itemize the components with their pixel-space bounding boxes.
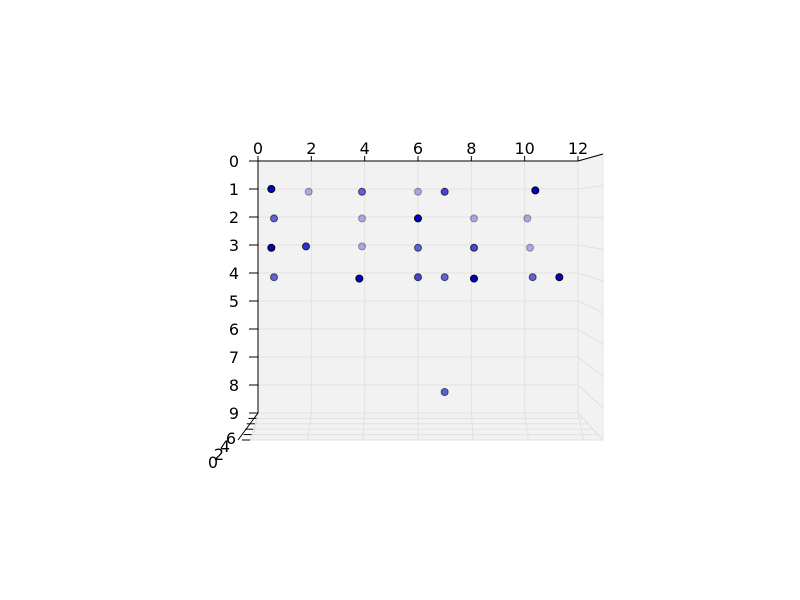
x-tick-label: 8 [466,139,476,158]
x-tick-label: 0 [253,139,263,158]
data-point [358,187,366,196]
y-side-grid-line [577,412,604,441]
data-point [470,214,478,223]
data-point [526,243,534,252]
data-point [414,273,422,282]
x-floor-grid-line [524,412,529,441]
y-side-grid-line [577,300,604,314]
y-side-grid-line [577,384,604,409]
data-point [270,273,278,282]
z-tick-label: 6 [226,429,236,448]
x-tick-label: 4 [360,139,370,158]
data-point [414,243,422,252]
x-floor-grid-line [362,412,366,441]
y-tick-label: 4 [229,264,239,283]
data-point [270,214,278,223]
data-points [267,185,564,396]
data-point [440,187,449,196]
y-side-grid-line [577,244,604,250]
x-floor-grid-line [577,412,584,441]
data-point [302,242,310,251]
x-tick-label: 10 [514,139,534,158]
data-point [440,273,449,282]
y-tick-label: 2 [229,208,239,227]
depth-grid-lines [250,412,603,441]
y-side-grid-line [577,272,604,282]
y-tick-label: 5 [229,292,239,311]
data-point [528,273,537,282]
data-point [470,274,478,283]
y-side-grid-line [577,185,604,190]
y-tick-label: 0 [229,152,239,171]
y-tick-label: 3 [229,236,239,255]
x-tick-label: 2 [306,139,316,158]
y-side-grid-line [577,356,604,377]
y-tick-label: 7 [229,348,239,367]
data-point [267,243,276,252]
data-point [414,214,422,223]
x-floor-grid-line [470,412,474,441]
data-point [470,243,478,252]
data-point [440,388,449,396]
z-tick-label: 4 [220,437,230,456]
data-point [414,187,422,196]
data-point [523,214,532,223]
x-tick-label: 6 [413,139,423,158]
z-axis-line [237,412,259,441]
y-tick-label: 9 [229,404,239,423]
data-point [555,273,564,282]
data-point [358,214,366,223]
axes-panes [249,153,605,442]
x-floor-grid-line [252,412,259,441]
data-point [304,187,313,196]
data-point [267,185,276,193]
data-point [358,242,366,251]
x-axis-line-extension [577,153,604,162]
y-side-grid-line [577,328,604,346]
data-point [355,274,364,283]
bottom-pane [249,412,605,441]
x-floor-grid-line [307,412,312,441]
z-tick-label: 0 [208,453,218,472]
y-tick-label: 6 [229,320,239,339]
y-side-grid-line [577,216,604,219]
data-point [531,186,540,195]
y-tick-label: 8 [229,376,239,395]
z-tick-label: 2 [214,445,224,464]
y-tick-label: 1 [229,180,239,199]
x-tick-label: 12 [568,139,588,158]
